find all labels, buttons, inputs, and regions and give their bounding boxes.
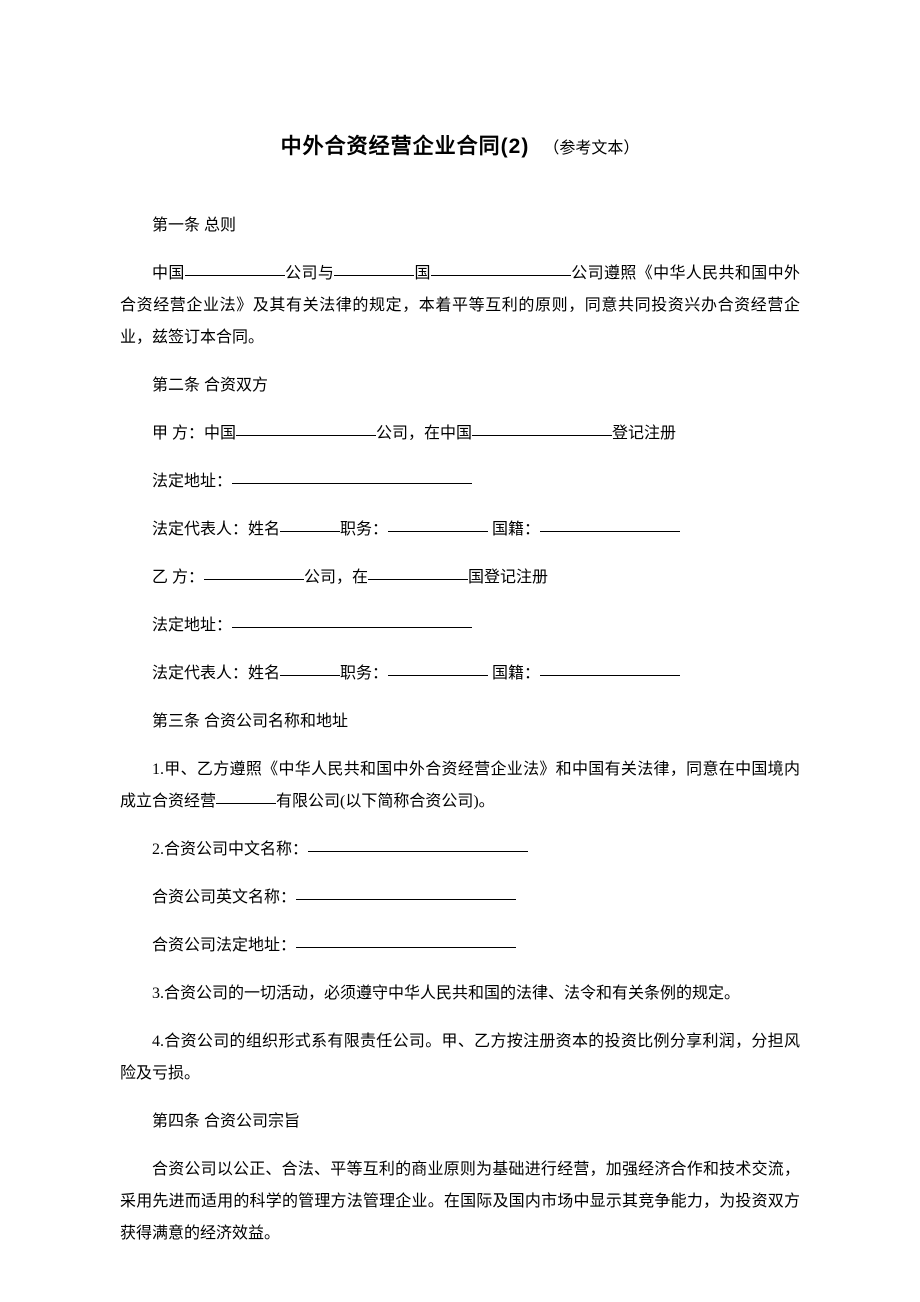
- party-a-address: 法定地址：: [120, 466, 800, 498]
- article-4-heading: 第四条 合资公司宗旨: [120, 1106, 800, 1138]
- text-fragment: 国登记注册: [468, 569, 548, 586]
- party-a-rep: 法定代表人：姓名 职务： 国籍：: [120, 514, 800, 546]
- party-b-line: 乙 方： 公司，在 国登记注册: [120, 562, 800, 594]
- blank-field: [185, 260, 285, 276]
- text-fragment: 登记注册: [612, 425, 676, 442]
- text-fragment: 公司，在: [304, 569, 368, 586]
- text-fragment: 法定地址：: [152, 617, 232, 634]
- text-fragment: 法定地址：: [152, 473, 232, 490]
- text-fragment: 中国: [152, 265, 185, 282]
- blank-field: [388, 660, 488, 676]
- article-3-item-1: 1.甲、乙方遵照《中华人民共和国中外合资经营企业法》和中国有关法律，同意在中国境…: [120, 754, 800, 818]
- article-3-heading: 第三条 合资公司名称和地址: [120, 706, 800, 738]
- text-fragment: 法定代表人：姓名: [152, 521, 280, 538]
- article-3-item-2: 2.合资公司中文名称：: [120, 834, 800, 866]
- article-1-body: 中国 公司与 国公司遵照《中华人民共和国中外合资经营企业法》及其有关法律的规定，本着…: [120, 258, 800, 354]
- article-2-heading: 第二条 合资双方: [120, 370, 800, 402]
- text-fragment: 乙 方：: [152, 569, 204, 586]
- article-4-body: 合资公司以公正、合法、平等互利的商业原则为基础进行经营，加强经济合作和技术交流，…: [120, 1154, 800, 1250]
- article-3-item-4: 4.合资公司的组织形式系有限责任公司。甲、乙方按注册资本的投资比例分享利润，分担…: [120, 1026, 800, 1090]
- text-fragment: 2.合资公司中文名称：: [152, 841, 308, 858]
- blank-field: [280, 660, 340, 676]
- text-fragment: 有限公司(以下简称合资公司)。: [276, 793, 495, 810]
- blank-field: [472, 420, 612, 436]
- text-fragment: 国籍：: [488, 521, 540, 538]
- text-fragment: 公司遵照《中华人民共和国中外合资经营企业法》及其有关法律的规定，本着平等互利的原…: [120, 265, 800, 346]
- text-fragment: 国籍：: [488, 665, 540, 682]
- party-b-rep: 法定代表人：姓名 职务： 国籍：: [120, 658, 800, 690]
- blank-field: [204, 564, 304, 580]
- blank-field: [280, 516, 340, 532]
- blank-field: [296, 932, 516, 948]
- blank-field: [540, 660, 680, 676]
- text-fragment: 法定代表人：姓名: [152, 665, 280, 682]
- blank-field: [232, 612, 472, 628]
- text-fragment: 公司，在中国: [376, 425, 472, 442]
- article-3-item-2c: 合资公司法定地址：: [120, 930, 800, 962]
- blank-field: [236, 420, 376, 436]
- document-title: 中外合资经营企业合同(2) （参考文本）: [120, 130, 800, 160]
- article-3-item-2b: 合资公司英文名称：: [120, 882, 800, 914]
- blank-field: [431, 260, 571, 276]
- text-fragment: 职务：: [340, 665, 388, 682]
- party-b-address: 法定地址：: [120, 610, 800, 642]
- blank-field: [216, 788, 276, 804]
- title-main: 中外合资经营企业合同(2): [281, 135, 530, 158]
- blank-field: [296, 884, 516, 900]
- title-sub: （参考文本）: [543, 140, 639, 157]
- blank-field: [232, 468, 472, 484]
- blank-field: [388, 516, 488, 532]
- text-fragment: 职务：: [340, 521, 388, 538]
- article-1-heading: 第一条 总则: [120, 210, 800, 242]
- blank-field: [368, 564, 468, 580]
- text-fragment: 国: [414, 265, 431, 282]
- text-fragment: 公司与: [285, 265, 334, 282]
- blank-field: [308, 836, 528, 852]
- blank-field: [334, 260, 414, 276]
- blank-field: [540, 516, 680, 532]
- text-fragment: 合资公司英文名称：: [152, 889, 296, 906]
- text-fragment: 甲 方：中国: [152, 425, 236, 442]
- party-a-line: 甲 方：中国 公司，在中国 登记注册: [120, 418, 800, 450]
- article-3-item-3: 3.合资公司的一切活动，必须遵守中华人民共和国的法律、法令和有关条例的规定。: [120, 978, 800, 1010]
- text-fragment: 合资公司法定地址：: [152, 937, 296, 954]
